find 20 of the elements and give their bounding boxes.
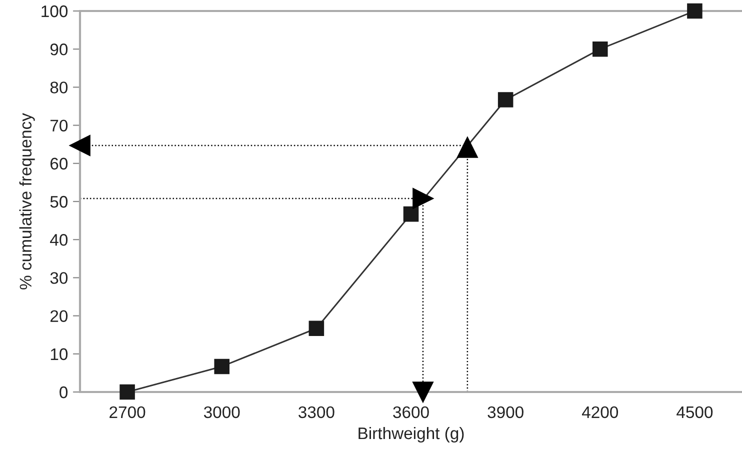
y-tick-label: 70 xyxy=(50,120,68,132)
y-tick-label: 30 xyxy=(50,272,68,284)
x-tick-label: 3000 xyxy=(204,406,240,418)
y-tick-label: 20 xyxy=(50,310,68,322)
y-tick-label: 40 xyxy=(50,234,68,246)
y-tick-label: 80 xyxy=(50,82,68,94)
y-tick-label: 100 xyxy=(42,5,68,18)
x-tick-label: 4200 xyxy=(582,406,618,418)
y-tick-label: 60 xyxy=(50,158,68,170)
y-tick-label: 90 xyxy=(50,44,68,56)
y-tick-label: 10 xyxy=(50,348,68,360)
x-tick-label: 3300 xyxy=(298,406,334,418)
x-tick-label: 3600 xyxy=(393,406,429,418)
x-tick-label: 4500 xyxy=(676,406,713,418)
x-axis-title: Birthweight (g) xyxy=(358,426,464,443)
x-tick-label: 3900 xyxy=(488,406,524,418)
y-tick-label: 0 xyxy=(60,386,68,398)
y-tick-label: 50 xyxy=(50,196,68,208)
y-axis-title: % cumulative frequency xyxy=(19,113,35,290)
x-tick-label: 2700 xyxy=(110,406,146,418)
